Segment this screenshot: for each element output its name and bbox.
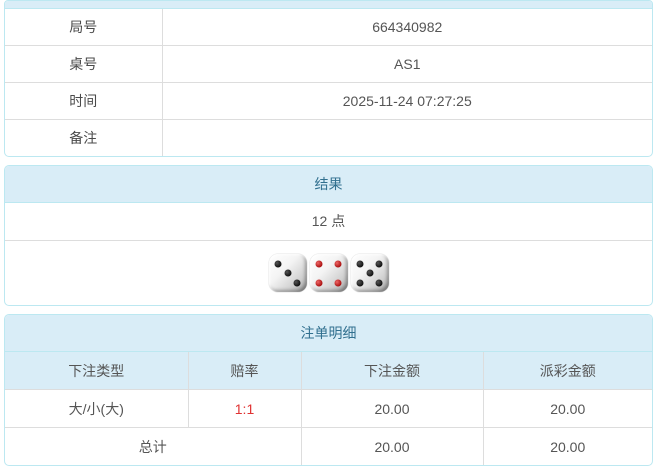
column-header-bet-amount: 下注金额	[301, 352, 484, 390]
total-label: 总计	[5, 427, 302, 465]
total-bet-amount: 20.00	[301, 427, 484, 465]
column-header-odds: 赔率	[188, 352, 302, 390]
total-row: 总计 20.00 20.00	[5, 427, 652, 465]
result-title: 结果	[5, 166, 652, 203]
die-3-icon	[268, 254, 307, 292]
table-row: 备注	[5, 119, 652, 157]
table-row: 时间 2025-11-24 07:27:25	[5, 82, 652, 120]
remark-value	[162, 120, 652, 157]
bet-amount-value: 20.00	[301, 389, 484, 428]
round-info-table: 局号 664340982 桌号 AS1 时间 2025-11-24 07:27:…	[5, 9, 652, 156]
bet-details-title: 注单明细	[5, 315, 652, 352]
round-id-label: 局号	[5, 9, 163, 46]
round-id-value: 664340982	[162, 9, 652, 46]
round-info-panel: 局号 664340982 桌号 AS1 时间 2025-11-24 07:27:…	[4, 0, 653, 157]
time-value: 2025-11-24 07:27:25	[162, 82, 652, 120]
table-id-value: AS1	[162, 45, 652, 83]
table-row: 大/小(大) 1:1 20.00 20.00	[5, 389, 652, 428]
total-payout-amount: 20.00	[550, 438, 586, 455]
table-row: 桌号 AS1	[5, 45, 652, 83]
column-header-payout-amount: 派彩金额	[483, 352, 652, 390]
bet-details-panel: 注单明细 下注类型 赔率 下注金额 派彩金额 大/小(大) 1:1 20.00 …	[4, 314, 653, 466]
odds-value: 1:1	[188, 389, 302, 428]
dice-row	[5, 241, 652, 305]
die-4-icon	[309, 254, 348, 292]
result-panel: 结果 12 点	[4, 165, 653, 306]
die-5-icon	[350, 254, 389, 292]
bet-details-table: 下注类型 赔率 下注金额 派彩金额 大/小(大) 1:1 20.00 20.00…	[5, 352, 652, 465]
bet-type-value: 大/小(大)	[5, 389, 189, 428]
result-points: 12 点	[5, 203, 652, 241]
table-row: 局号 664340982	[5, 9, 652, 46]
column-header-bet-type: 下注类型	[5, 352, 189, 390]
table-id-label: 桌号	[5, 45, 163, 83]
table-header-row: 下注类型 赔率 下注金额 派彩金额	[5, 352, 652, 390]
remark-label: 备注	[5, 119, 163, 156]
time-label: 时间	[5, 82, 163, 120]
payout-amount-value: 20.00	[483, 389, 652, 428]
panel-heading-strip	[5, 1, 652, 9]
